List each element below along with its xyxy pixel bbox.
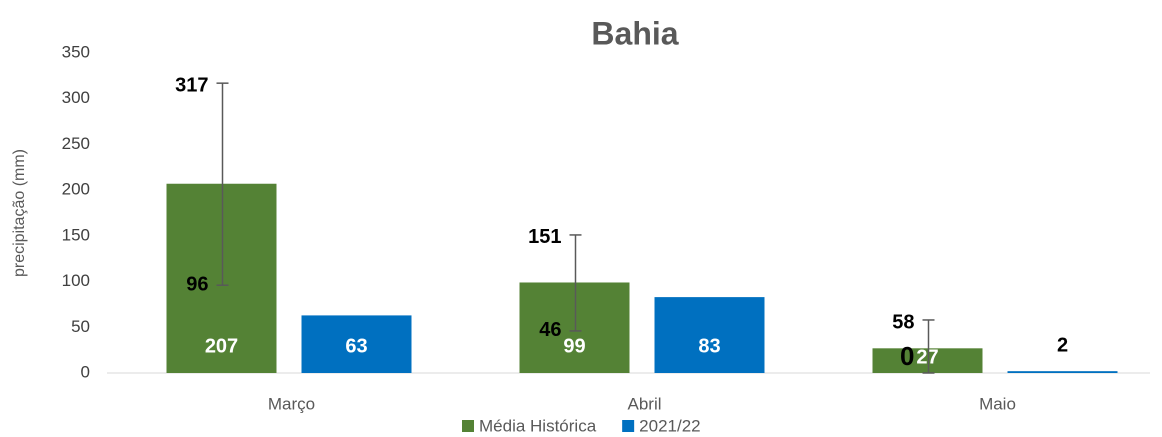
legend-swatch	[462, 420, 474, 432]
error-high-label: 151	[528, 226, 561, 248]
x-tick-label: Março	[268, 394, 315, 413]
bar	[519, 282, 630, 373]
error-low-label: 46	[539, 319, 561, 341]
y-tick-label: 50	[71, 317, 90, 336]
bar	[654, 297, 765, 373]
bar	[301, 315, 412, 373]
data-label: 2	[1057, 334, 1068, 356]
y-tick-label: 150	[62, 225, 90, 244]
data-label: 27	[916, 347, 938, 369]
error-high-label: 58	[892, 311, 914, 333]
x-tick-label: Maio	[979, 394, 1016, 413]
bar	[166, 183, 277, 373]
data-label: 83	[698, 335, 720, 357]
y-tick-label: 100	[62, 271, 90, 290]
y-tick-label: 300	[62, 88, 90, 107]
y-tick-label: 200	[62, 180, 90, 199]
data-label: 99	[563, 335, 585, 357]
y-axis-label: precipitação (mm)	[11, 149, 28, 277]
legend-label: 2021/22	[639, 416, 700, 435]
data-label: 207	[205, 335, 238, 357]
chart-title: Bahia	[591, 15, 678, 51]
y-tick-label: 250	[62, 134, 90, 153]
bar	[872, 348, 983, 373]
y-tick-label: 0	[81, 362, 90, 381]
bar	[1007, 371, 1118, 373]
x-tick-label: Abril	[627, 394, 661, 413]
error-low-label: 96	[186, 274, 208, 296]
y-tick-label: 350	[62, 42, 90, 61]
data-label: 63	[345, 335, 367, 357]
legend-swatch	[622, 420, 635, 432]
legend-label: Média Histórica	[479, 416, 597, 435]
error-low-label: 0	[900, 341, 914, 371]
error-high-label: 317	[175, 74, 208, 96]
